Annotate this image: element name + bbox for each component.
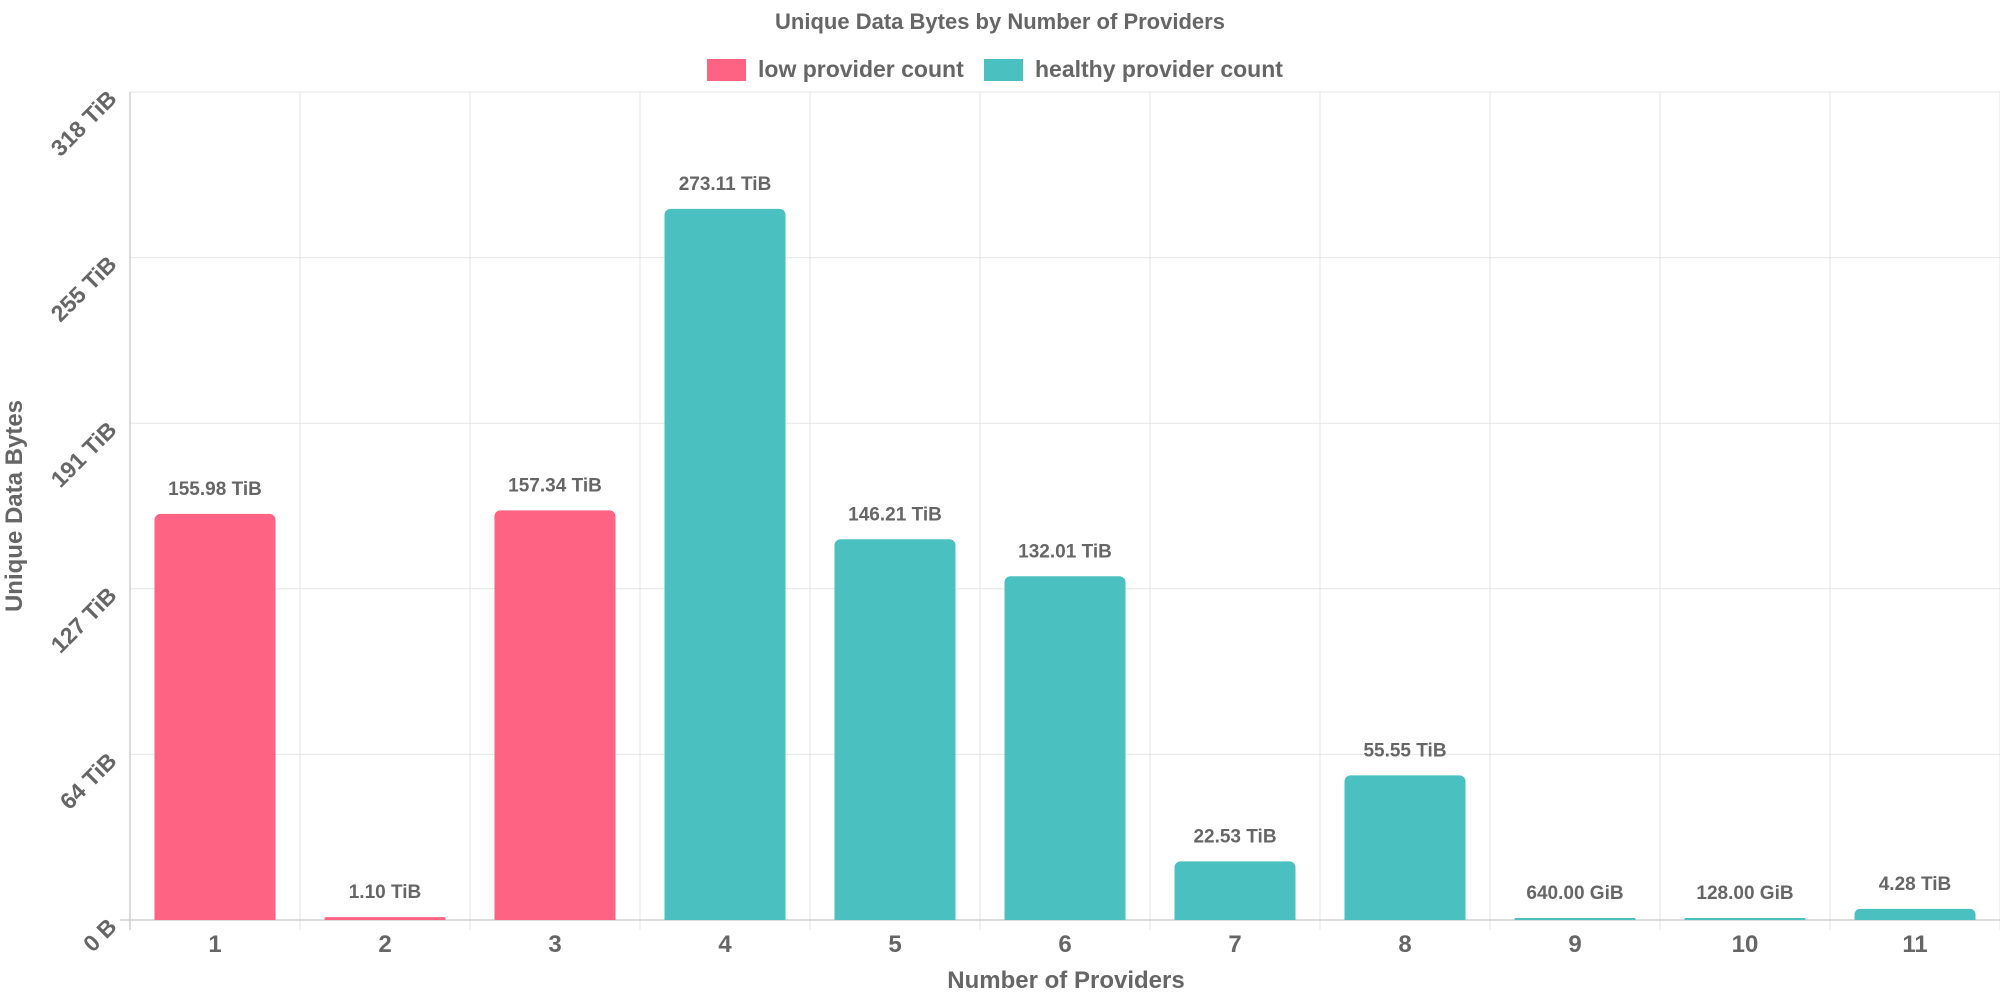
x-tick-label: 11 (1902, 931, 1927, 958)
x-tick-label: 2 (378, 931, 391, 958)
chart-title: Unique Data Bytes by Number of Providers (775, 9, 1225, 34)
bar-6[interactable] (1004, 576, 1126, 926)
bar-7[interactable] (1174, 861, 1296, 926)
x-tick-label: 10 (1732, 931, 1759, 958)
x-tick-label: 4 (718, 931, 732, 958)
x-tick-label: 6 (1058, 931, 1071, 958)
value-label-10: 128.00 GiB (1696, 883, 1793, 904)
bar-9[interactable] (1514, 918, 1636, 921)
y-tick-label: 191 TiB (46, 416, 122, 492)
y-tick-label: 127 TiB (46, 582, 122, 658)
y-tick-label: 64 TiB (55, 748, 122, 815)
value-label-3: 157.34 TiB (508, 475, 602, 496)
value-labels: 155.98 TiB 1.10 TiB 157.34 TiB 273.11 TiB 14… (168, 174, 1951, 904)
value-label-5: 146.21 TiB (848, 504, 942, 525)
legend[interactable]: low provider count healthy provider coun… (707, 56, 1283, 82)
value-label-2: 1.10 TiB (349, 882, 422, 903)
y-tick-label: 255 TiB (46, 251, 122, 327)
bar-2[interactable] (324, 917, 446, 921)
x-tick-label: 3 (548, 931, 561, 958)
bar-5[interactable] (834, 539, 956, 926)
value-label-4: 273.11 TiB (679, 174, 772, 195)
legend-label-healthy: healthy provider count (1035, 56, 1283, 82)
legend-swatch-low (707, 59, 746, 81)
bar-10[interactable] (1684, 918, 1806, 921)
legend-swatch-healthy (984, 59, 1023, 81)
bar-3[interactable] (494, 510, 616, 926)
bar-11[interactable] (1854, 908, 1976, 926)
x-axis-title: Number of Providers (947, 967, 1184, 994)
bar-4[interactable] (664, 208, 786, 926)
bar-1[interactable] (154, 513, 276, 926)
x-tick-label: 5 (888, 931, 901, 958)
x-tick-label: 9 (1568, 931, 1581, 958)
value-label-1: 155.98 TiB (168, 479, 262, 500)
bar-8[interactable] (1344, 775, 1466, 926)
y-tick-label: 318 TiB (46, 85, 122, 161)
x-tick-label: 7 (1228, 931, 1241, 958)
x-tick-label: 1 (208, 931, 221, 958)
bars (154, 208, 1976, 926)
legend-label-low: low provider count (758, 56, 964, 82)
value-label-9: 640.00 GiB (1526, 883, 1623, 904)
legend-item-healthy[interactable]: healthy provider count (984, 56, 1283, 82)
value-label-6: 132.01 TiB (1018, 541, 1112, 562)
x-axis-ticks: 1 2 3 4 5 6 7 8 9 10 11 (208, 931, 1927, 958)
y-axis-title: Unique Data Bytes (1, 400, 28, 612)
y-axis-ticks: 0 B 64 TiB 127 TiB 191 TiB 255 TiB 318 TiB (46, 85, 122, 957)
legend-item-low[interactable]: low provider count (707, 56, 964, 82)
value-label-8: 55.55 TiB (1363, 740, 1446, 761)
value-label-7: 22.53 TiB (1193, 826, 1276, 847)
y-tick-label: 0 B (78, 913, 122, 957)
value-label-11: 4.28 TiB (1879, 874, 1952, 895)
x-tick-label: 8 (1398, 931, 1411, 958)
